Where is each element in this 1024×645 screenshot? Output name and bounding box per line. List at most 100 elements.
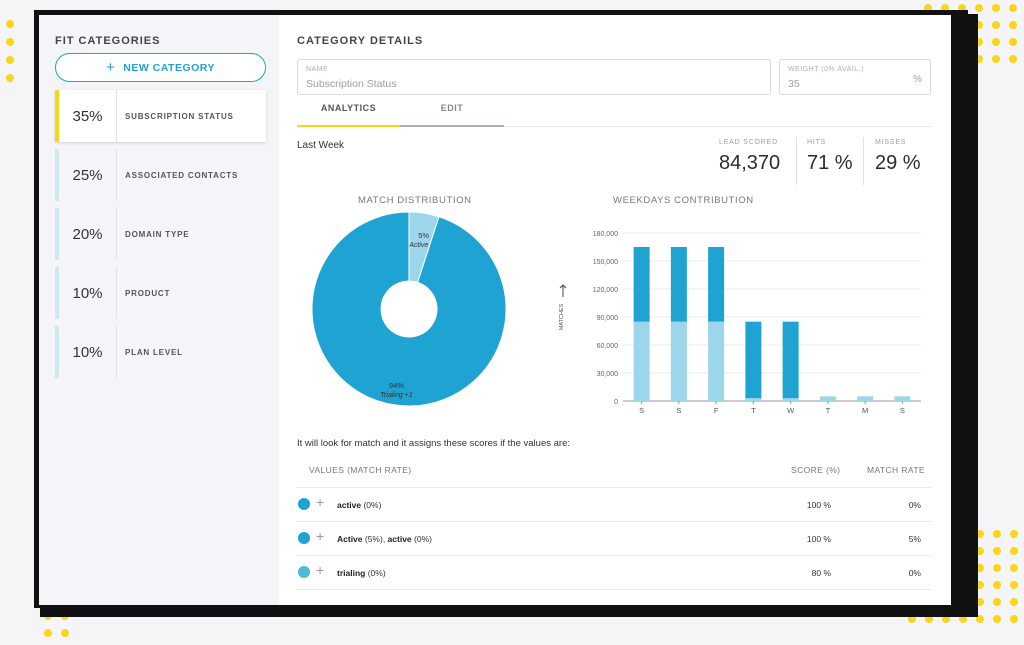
decorative-dot	[975, 21, 983, 29]
match-distribution-chart: 5% Active +1 94% Trialing +1	[311, 211, 507, 407]
status-dot	[298, 532, 310, 544]
category-percent: 20%	[59, 208, 117, 260]
category-indicator	[55, 208, 59, 260]
period-label: Last Week	[297, 140, 345, 151]
row-score: 100 %	[806, 534, 831, 544]
value-rate: (0%)	[361, 500, 382, 510]
row-match-rate: 5%	[908, 534, 921, 544]
x-tick-label: S	[900, 406, 905, 415]
y-tick-label: 30,000	[597, 371, 619, 378]
category-item-plan-level[interactable]: 10% PLAN LEVEL	[55, 326, 266, 378]
name-field[interactable]: NAME Subscription Status	[297, 59, 771, 95]
y-tick-label: 120,000	[593, 287, 618, 294]
y-tick-label: 180,000	[593, 231, 618, 238]
decorative-dot	[976, 598, 984, 606]
bar-segment	[745, 398, 762, 401]
decorative-dot	[976, 530, 984, 538]
tab-edit[interactable]: EDIT	[400, 103, 504, 127]
decorative-dot	[992, 21, 1000, 29]
category-item-subscription-status[interactable]: 35% SUBSCRIPTION STATUS	[55, 90, 266, 142]
details-title: CATEGORY DETAILS	[297, 35, 424, 47]
bar-chart-title: WEEKDAYS CONTRIBUTION	[613, 195, 754, 206]
y-tick-label: 60,000	[597, 343, 619, 350]
decorative-dot	[958, 4, 966, 12]
stat-value: 84,370	[719, 152, 781, 174]
category-percent: 10%	[59, 326, 117, 378]
weight-field-label: WEIGHT (0% AVAIL.)	[788, 66, 864, 73]
table-row[interactable]: + trialing (0%) 80 % 0%	[297, 556, 931, 590]
decorative-dot	[6, 38, 14, 46]
plus-icon[interactable]: +	[316, 494, 325, 510]
sidebar: FIT CATEGORIES + NEW CATEGORY 35% SUBSCR…	[39, 15, 279, 605]
decorative-dot	[976, 564, 984, 572]
decorative-dot	[993, 547, 1001, 555]
plus-icon[interactable]: +	[316, 562, 325, 578]
slice-name-label: Trialing +1	[380, 392, 412, 399]
stat-divider	[863, 137, 864, 185]
decorative-dot	[941, 4, 949, 12]
stat-value: 29 %	[875, 152, 921, 174]
tab-analytics[interactable]: ANALYTICS	[297, 103, 400, 127]
decorative-dot	[1010, 530, 1018, 538]
category-item-domain-type[interactable]: 20% DOMAIN TYPE	[55, 208, 266, 260]
row-match-rate: 0%	[908, 500, 921, 510]
decorative-dot	[992, 4, 1000, 12]
category-percent: 25%	[59, 149, 117, 201]
stat-hits: HITS 71 %	[807, 139, 853, 175]
bar-segment	[708, 321, 725, 401]
value-rate: (5%),	[362, 534, 388, 544]
decorative-dot	[908, 615, 916, 623]
decorative-dot	[993, 615, 1001, 623]
pie-chart-title: MATCH DISTRIBUTION	[358, 195, 472, 206]
table-row[interactable]: + active (0%) 100 % 0%	[297, 488, 931, 522]
x-tick-label: W	[787, 406, 795, 415]
new-category-button[interactable]: + NEW CATEGORY	[55, 53, 266, 82]
rules-table: VALUES (MATCH RATE) SCORE (%) MATCH RATE…	[297, 455, 931, 590]
decorative-dot	[1010, 598, 1018, 606]
slice-name-label: Active +1	[408, 242, 438, 249]
decorative-dot	[1009, 21, 1017, 29]
stat-value: 71 %	[807, 152, 853, 174]
category-name: SUBSCRIPTION STATUS	[125, 111, 234, 121]
bar-segment	[819, 396, 836, 401]
decorative-dot	[975, 4, 983, 12]
plus-icon[interactable]: +	[316, 528, 325, 544]
new-category-label: NEW CATEGORY	[123, 61, 215, 74]
weight-field[interactable]: WEIGHT (0% AVAIL.) 35 %	[779, 59, 931, 95]
bar-segment	[894, 396, 911, 401]
category-item-product[interactable]: 10% PRODUCT	[55, 267, 266, 319]
category-item-associated-contacts[interactable]: 25% ASSOCIATED CONTACTS	[55, 149, 266, 201]
weekdays-contribution-chart: 0 30,000 60,000 90,000 120,000 150,000 180,000…	[559, 231, 921, 415]
header-values: VALUES (MATCH RATE)	[309, 465, 412, 475]
decorative-dot	[993, 598, 1001, 606]
x-tick-label: S	[676, 406, 681, 415]
decorative-dot	[6, 56, 14, 64]
bar-segment	[670, 247, 687, 322]
slice-percent-label: 94%	[389, 381, 404, 390]
bar-segment	[745, 321, 762, 399]
category-indicator	[55, 90, 59, 142]
decorative-dot	[6, 74, 14, 82]
decorative-dot	[925, 615, 933, 623]
decorative-dot	[993, 581, 1001, 589]
weight-field-value: 35	[788, 78, 800, 90]
table-row[interactable]: + Active (5%), active (0%) 100 % 5%	[297, 522, 931, 556]
decorative-dot	[976, 547, 984, 555]
decorative-dot	[1010, 564, 1018, 572]
x-tick-label: F	[714, 406, 719, 415]
stat-label: MISSES	[875, 139, 907, 146]
decorative-dot	[1010, 615, 1018, 623]
name-field-value: Subscription Status	[306, 78, 397, 90]
decorative-dot	[975, 55, 983, 63]
category-name: PLAN LEVEL	[125, 347, 183, 357]
decorative-dot	[6, 20, 14, 28]
bar-segment	[670, 321, 687, 401]
y-axis-label: MATCHES	[559, 303, 565, 330]
category-indicator	[55, 267, 59, 319]
row-values: active (0%)	[337, 500, 381, 510]
arrow-up-icon	[559, 284, 567, 297]
category-name: PRODUCT	[125, 288, 171, 298]
stat-lead-scored: LEAD SCORED 84,370	[719, 139, 780, 175]
category-percent: 10%	[59, 267, 117, 319]
value-rate: (0%)	[411, 534, 432, 544]
